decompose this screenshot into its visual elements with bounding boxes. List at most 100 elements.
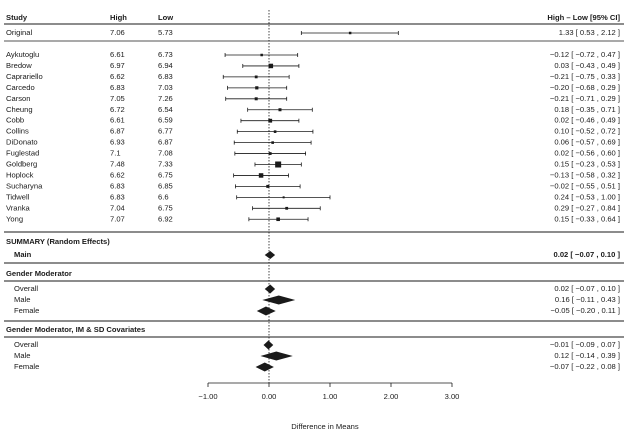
study-label: Aykutoglu: [6, 50, 39, 59]
study-ci: −0.21 [ −0.75 , 0.33 ]: [550, 72, 620, 81]
study-label: Yong: [6, 214, 23, 223]
study-label: Collins: [6, 127, 29, 136]
study-low: 7.26: [158, 94, 173, 103]
study-label: Tidwell: [6, 192, 30, 201]
study-high: 7.07: [110, 214, 125, 223]
point-estimate: [282, 196, 285, 199]
study-high: 6.93: [110, 138, 125, 147]
study-high: 6.97: [110, 61, 125, 70]
header-high: High: [110, 13, 127, 22]
point-estimate: [268, 63, 274, 69]
summary-diamond: [264, 251, 276, 259]
study-ci: 0.02 [ −0.56 , 0.60 ]: [554, 149, 620, 158]
group-row-ci: 0.02 [ −0.07 , 0.10 ]: [554, 284, 620, 293]
point-estimate: [285, 206, 289, 210]
summary-diamond: [262, 295, 296, 305]
study-low: 6.54: [158, 105, 173, 114]
study-high: 7.1: [110, 149, 121, 158]
summary-diamond: [264, 284, 276, 294]
point-estimate: [258, 173, 264, 178]
point-estimate: [268, 152, 272, 155]
group-row-ci: −0.07 [ −0.22 , 0.08 ]: [550, 362, 620, 371]
study-high: 6.62: [110, 72, 125, 81]
group-row-label: Female: [14, 306, 39, 315]
summary-row-label: Main: [14, 250, 32, 259]
study-low: 6.85: [158, 181, 173, 190]
x-axis-tick-label: 1.00: [323, 392, 338, 401]
study-label: Bredow: [6, 61, 32, 70]
study-ci: 0.06 [ −0.57 , 0.69 ]: [554, 138, 620, 147]
x-axis-title: Difference in Means: [291, 422, 359, 431]
study-low: 6.92: [158, 214, 173, 223]
study-ci: 0.24 [ −0.53 , 1.00 ]: [554, 192, 620, 201]
study-label: Fuglestad: [6, 149, 39, 158]
study-high: 6.83: [110, 83, 125, 92]
group-row-label: Male: [14, 351, 30, 360]
point-estimate: [254, 97, 258, 101]
study-label: Vranka: [6, 203, 31, 212]
study-label: Carcedo: [6, 83, 35, 92]
original-low: 5.73: [158, 28, 173, 37]
point-estimate: [260, 53, 263, 57]
study-high: 6.62: [110, 170, 125, 179]
point-estimate: [254, 75, 258, 79]
study-ci: −0.02 [ −0.55 , 0.51 ]: [550, 181, 620, 190]
study-ci: 0.15 [ −0.23 , 0.53 ]: [554, 160, 620, 169]
original-high: 7.06: [110, 28, 125, 37]
study-label: Goldberg: [6, 160, 37, 169]
study-ci: 0.02 [ −0.46 , 0.49 ]: [554, 116, 620, 125]
original-label: Original: [6, 28, 32, 37]
study-ci: −0.12 [ −0.72 , 0.47 ]: [550, 50, 620, 59]
point-estimate: [268, 118, 273, 123]
group-row-ci: 0.12 [ −0.14 , 0.39 ]: [554, 351, 620, 360]
study-ci: 0.29 [ −0.27 , 0.84 ]: [554, 203, 620, 212]
study-low: 6.73: [158, 50, 173, 59]
study-high: 6.72: [110, 105, 125, 114]
study-high: 6.61: [110, 50, 125, 59]
header-study: Study: [6, 13, 28, 22]
group-row-label: Overall: [14, 284, 38, 293]
study-ci: −0.20 [ −0.68 , 0.29 ]: [550, 83, 620, 92]
point-estimate: [266, 184, 270, 188]
study-label: Sucharyna: [6, 181, 43, 190]
point-estimate: [348, 31, 352, 35]
study-ci: 0.15 [ −0.33 , 0.64 ]: [554, 214, 620, 223]
study-low: 7.03: [158, 83, 173, 92]
x-axis-tick-label: 2.00: [384, 392, 399, 401]
study-low: 6.75: [158, 170, 173, 179]
group-row-label: Female: [14, 362, 39, 371]
point-estimate: [276, 217, 280, 222]
study-ci: 0.10 [ −0.52 , 0.72 ]: [554, 127, 620, 136]
group-row-label: Male: [14, 295, 30, 304]
study-low: 6.77: [158, 127, 173, 136]
x-axis-tick-label: −1.00: [198, 392, 217, 401]
study-ci: −0.21 [ −0.71 , 0.29 ]: [550, 94, 620, 103]
summary-diamond: [260, 351, 293, 361]
summary-diamond: [263, 340, 274, 350]
study-low: 6.6: [158, 192, 169, 201]
group-row-ci: −0.01 [ −0.09 , 0.07 ]: [550, 340, 620, 349]
header-effect: High – Low [95% CI]: [547, 13, 620, 22]
study-label: Carson: [6, 94, 30, 103]
study-low: 6.83: [158, 72, 173, 81]
study-label: Cheung: [6, 105, 33, 114]
study-high: 6.83: [110, 192, 125, 201]
study-low: 6.87: [158, 138, 173, 147]
study-low: 6.59: [158, 116, 173, 125]
summary-row-ci: 0.02 [ −0.07 , 0.10 ]: [554, 250, 621, 259]
study-high: 6.61: [110, 116, 125, 125]
summary-diamond: [256, 306, 276, 316]
study-ci: 0.03 [ −0.43 , 0.49 ]: [554, 61, 620, 70]
original-ci: 1.33 [ 0.53 , 2.12 ]: [559, 28, 620, 37]
x-axis-tick-label: 0.00: [262, 392, 277, 401]
group-title: Gender Moderator: [6, 269, 72, 278]
study-high: 6.87: [110, 127, 125, 136]
x-axis-tick-label: 3.00: [445, 392, 460, 401]
study-low: 6.75: [158, 203, 173, 212]
study-high: 7.04: [110, 203, 125, 212]
point-estimate: [275, 161, 282, 168]
study-high: 6.83: [110, 181, 125, 190]
group-row-ci: 0.16 [ −0.11 , 0.43 ]: [555, 295, 620, 304]
point-estimate: [278, 108, 282, 112]
